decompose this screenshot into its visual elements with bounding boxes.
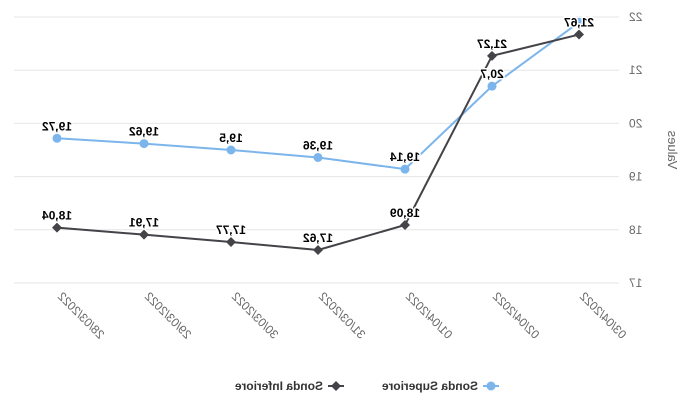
legend-symbol xyxy=(486,381,496,391)
x-tick-label: 31/03/2022 xyxy=(316,289,369,342)
legend-item[interactable]: Sonda Inferiore xyxy=(235,379,344,393)
data-label: 17,77 xyxy=(216,223,246,237)
data-label: 17,62 xyxy=(303,231,333,245)
data-label: 19,72 xyxy=(42,119,72,133)
data-point[interactable] xyxy=(313,245,323,256)
data-label: 20,7 xyxy=(480,67,504,81)
data-point[interactable] xyxy=(400,164,410,174)
data-label: 19,5 xyxy=(219,131,243,145)
data-point[interactable] xyxy=(487,81,497,91)
x-tick-label: 30/03/2022 xyxy=(229,289,282,342)
gridlines xyxy=(14,16,619,284)
data-point[interactable] xyxy=(52,222,62,233)
legend-label: Sonda Superiore xyxy=(382,379,478,393)
data-label: 17,91 xyxy=(129,216,159,230)
data-point[interactable] xyxy=(574,29,584,40)
data-label: 18,04 xyxy=(42,209,72,223)
y-tick-label: 19 xyxy=(629,170,643,184)
data-point[interactable] xyxy=(226,145,236,155)
axis-tick-labels: 17 18 19 20 21 22 03/04/2022 02/04/2022 01/04/20… xyxy=(55,10,643,342)
y-tick-label: 21 xyxy=(629,63,643,77)
data-point[interactable] xyxy=(400,220,410,231)
data-point[interactable] xyxy=(139,229,149,240)
data-label: 21,27 xyxy=(477,37,507,51)
y-tick-label: 18 xyxy=(629,223,643,237)
data-point[interactable] xyxy=(52,133,62,143)
y-tick-label: 22 xyxy=(629,10,643,24)
data-label: 21,67 xyxy=(564,16,594,30)
x-tick-label: 01/04/2022 xyxy=(403,289,456,342)
data-label: 19,14 xyxy=(390,150,420,164)
data-label: 19,62 xyxy=(129,125,159,139)
x-tick-label: 29/03/2022 xyxy=(142,289,195,342)
legend[interactable]: Sonda Superiore Sonda Inferiore xyxy=(235,379,499,393)
data-label: 18,09 xyxy=(390,206,420,220)
data-point[interactable] xyxy=(487,50,497,61)
y-axis-title: Values xyxy=(665,130,680,169)
data-point[interactable] xyxy=(313,152,323,162)
legend-item[interactable]: Sonda Superiore xyxy=(382,379,499,393)
y-tick-label: 20 xyxy=(629,116,643,130)
data-point[interactable] xyxy=(139,139,149,149)
legend-symbol xyxy=(331,381,341,391)
series-markers xyxy=(52,17,584,256)
x-tick-label: 03/04/2022 xyxy=(577,289,630,342)
y-tick-label: 17 xyxy=(629,276,643,290)
data-labels: 20,7 19,14 19,36 19,5 19,62 19,72 21,67 21,27 18… xyxy=(40,14,595,246)
data-point[interactable] xyxy=(226,237,236,248)
x-tick-label: 28/03/2022 xyxy=(55,289,108,342)
x-tick-label: 02/04/2022 xyxy=(490,289,543,342)
legend-label: Sonda Inferiore xyxy=(235,379,323,393)
data-label: 19,36 xyxy=(303,138,333,152)
y-axis-title-group: Values xyxy=(665,130,680,169)
data-point[interactable] xyxy=(574,17,584,27)
